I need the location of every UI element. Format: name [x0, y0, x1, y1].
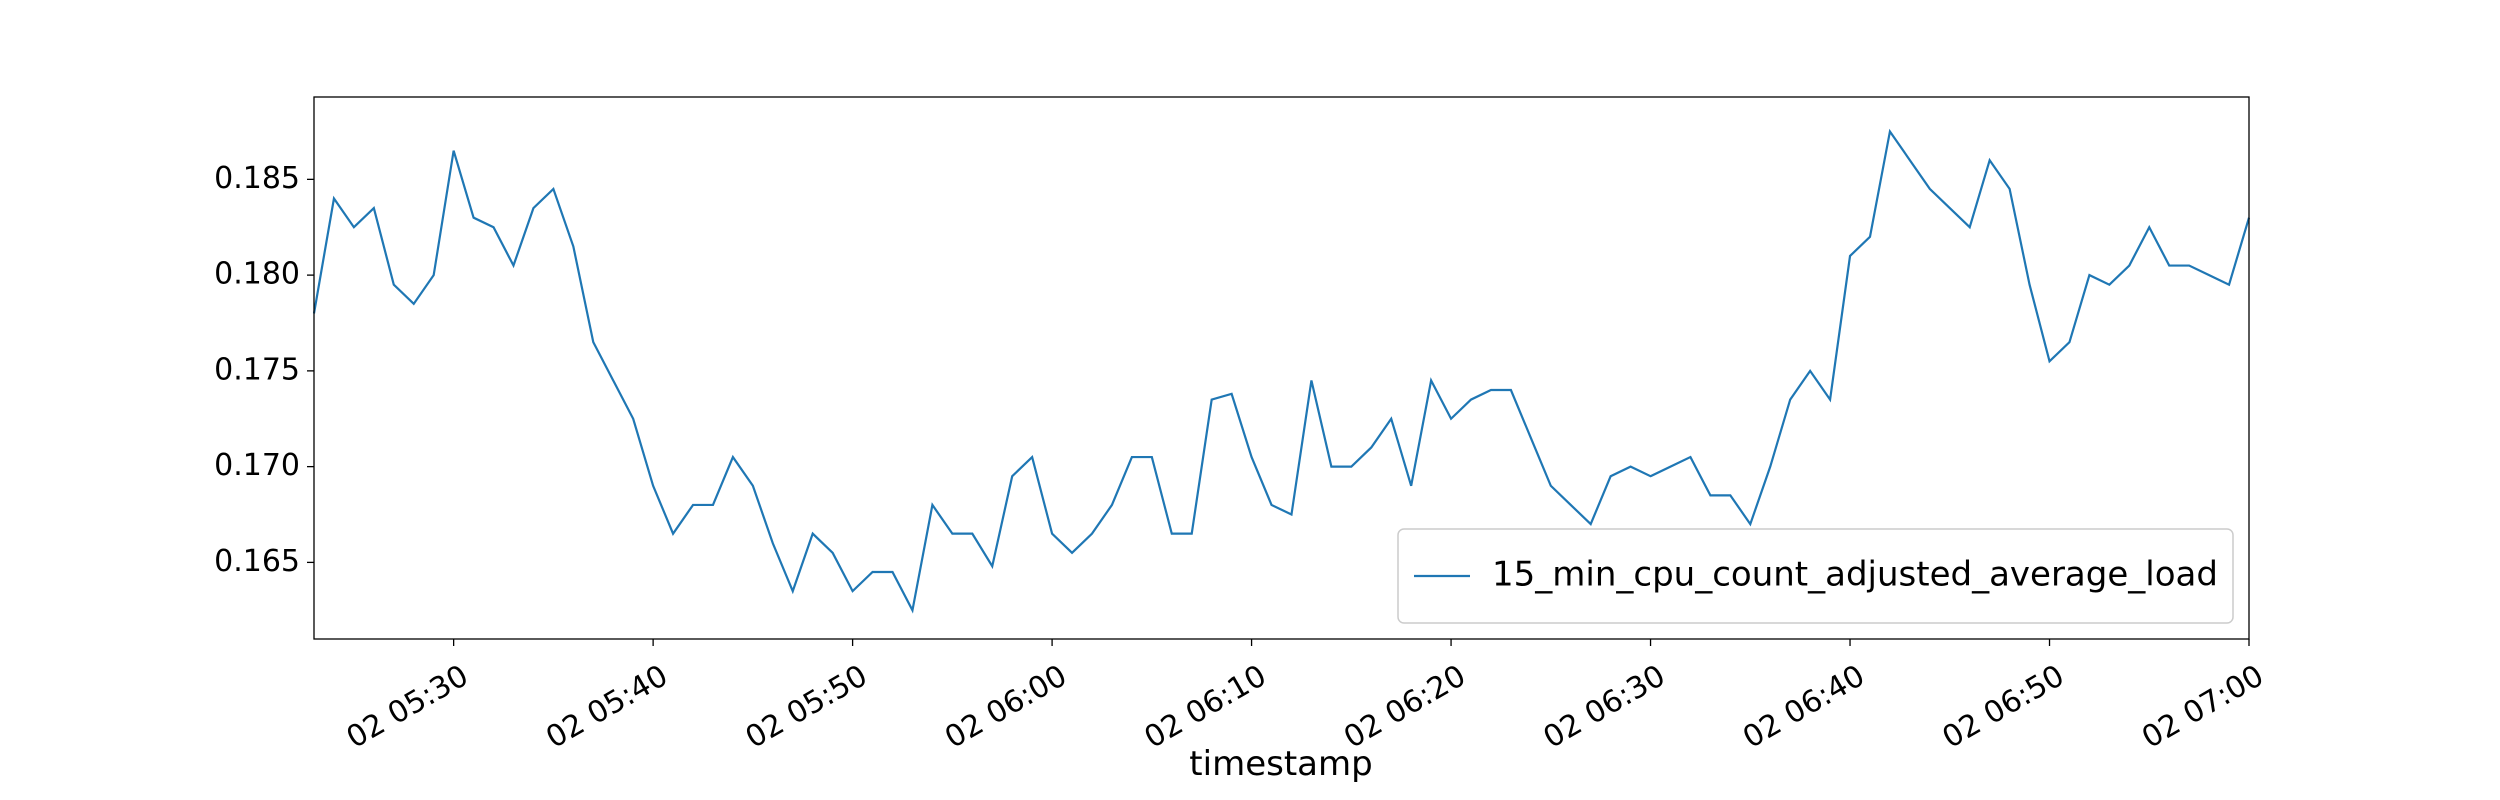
- y-tick-label: 0.170: [214, 448, 300, 483]
- y-tick-label: 0.185: [214, 161, 300, 196]
- legend-label: 15_min_cpu_count_adjusted_average_load: [1492, 555, 2218, 595]
- data-line: [312, 128, 2251, 614]
- y-tick-label: 0.175: [214, 352, 300, 387]
- x-axis-label: timestamp: [1189, 744, 1372, 784]
- y-tick-label: 0.180: [214, 257, 300, 292]
- y-tick-label: 0.165: [214, 544, 300, 579]
- legend: 15_min_cpu_count_adjusted_average_load: [1397, 528, 2234, 624]
- legend-box: [1397, 528, 2234, 624]
- axes-frame: [313, 96, 2250, 640]
